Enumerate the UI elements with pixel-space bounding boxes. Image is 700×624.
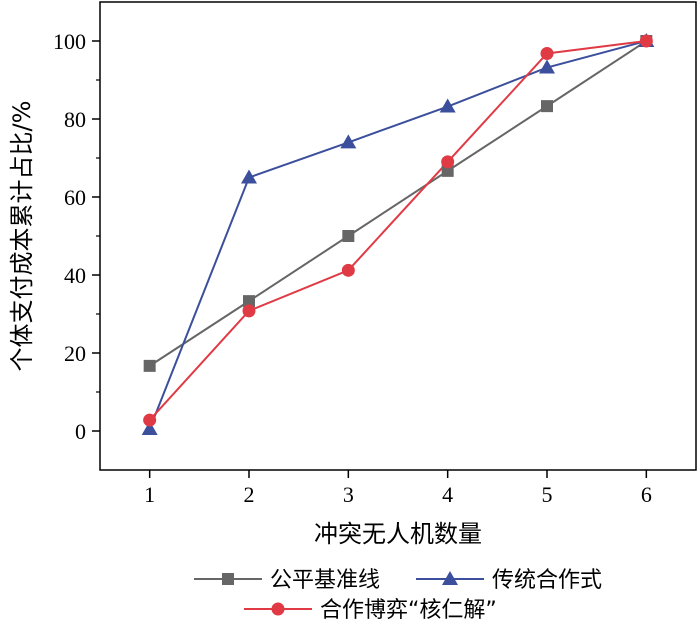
legend-marker-nucleolus: [271, 602, 285, 616]
point-fair-baseline: [143, 359, 156, 372]
series-line-nucleolus: [148, 40, 647, 421]
y-tick-label: 20: [64, 341, 86, 366]
point-traditional: [141, 421, 158, 436]
x-tick-label: 6: [641, 482, 652, 507]
legend-marker-fair-baseline: [222, 573, 234, 585]
y-tick-label: 100: [53, 29, 86, 54]
y-tick-label: 80: [64, 107, 86, 132]
x-tick-label: 2: [244, 482, 255, 507]
point-nucleolus: [341, 263, 355, 277]
x-axis-title: 冲突无人机数量: [314, 520, 482, 548]
point-nucleolus: [143, 413, 157, 427]
point-traditional: [539, 59, 555, 74]
legend-item-fair-baseline: 公平基准线: [194, 568, 380, 593]
x-tick-label: 5: [542, 482, 553, 507]
legend-marker-traditional: [442, 571, 458, 585]
point-nucleolus: [242, 304, 256, 318]
legend-label-fair-baseline: 公平基准线: [270, 568, 380, 593]
y-tick-label: 60: [64, 185, 86, 210]
point-nucleolus: [540, 46, 554, 60]
point-nucleolus: [639, 34, 653, 48]
y-tick-label: 0: [75, 419, 86, 444]
point-fair-baseline: [243, 295, 255, 308]
series-line-traditional: [148, 40, 647, 430]
legend-label-nucleolus: 合作博弈“核仁解”: [320, 598, 497, 623]
x-tick-label: 4: [442, 482, 453, 507]
x-tick-label: 3: [343, 482, 354, 507]
point-traditional: [439, 98, 456, 113]
series-lines: [148, 40, 647, 430]
plot-frame: [99, 1, 697, 471]
point-fair-baseline: [441, 164, 454, 177]
legend-item-nucleolus: 合作博弈“核仁解”: [244, 598, 497, 623]
point-nucleolus: [441, 155, 455, 169]
point-traditional: [241, 169, 257, 184]
point-fair-baseline: [342, 230, 355, 242]
x-axis: 1 2 3 4 5 6: [144, 470, 652, 507]
legend-label-traditional: 传统合作式: [492, 568, 602, 593]
point-traditional: [340, 134, 357, 149]
y-axis-title: 个体支付成本累计占比/%: [8, 101, 36, 372]
series-markers: [141, 33, 655, 436]
legend-item-traditional: 传统合作式: [416, 568, 602, 593]
series-line-fair-baseline: [149, 40, 647, 367]
y-tick-label: 40: [64, 263, 86, 288]
point-fair-baseline: [541, 100, 553, 113]
legend: 公平基准线 传统合作式 合作博弈“核仁解”: [194, 568, 602, 623]
x-tick-label: 1: [144, 482, 155, 507]
y-axis: 0 20 40 60 80 100: [53, 29, 100, 444]
